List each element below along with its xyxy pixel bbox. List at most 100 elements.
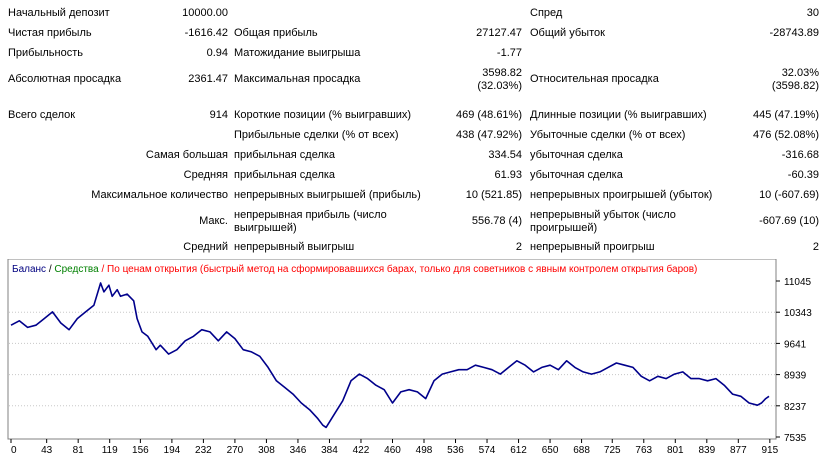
long-positions-label: Длинные позиции (% выигравших) — [530, 109, 707, 121]
x-tick-label: 43 — [41, 445, 53, 456]
x-tick-label: 801 — [667, 445, 684, 456]
gross-profit-label: Общая прибыль — [234, 27, 318, 39]
x-tick-label: 422 — [353, 445, 370, 456]
balance-line — [10, 282, 770, 429]
average-profit-label: прибыльная сделка — [234, 169, 336, 181]
y-tick-label: 10343 — [784, 308, 812, 319]
gross-loss-value: -28743.89 — [769, 27, 819, 39]
relative-drawdown-value: (3598.82) — [771, 80, 819, 92]
relative-drawdown-label: Относительная просадка — [530, 73, 659, 85]
maximal-drawdown-value: 3598.82 — [482, 67, 522, 79]
x-tick-label: 839 — [698, 445, 715, 456]
gross-profit-value: 27127.47 — [476, 27, 522, 39]
x-tick-label: 460 — [384, 445, 401, 456]
y-axis-ticks: 11045 10343 9641 8939 8237 7535 — [776, 277, 812, 444]
relative-drawdown-percent: 32.03% — [781, 67, 819, 79]
max-consecutive-losses-label: непрерывных проигрышей (убыток) — [530, 189, 713, 201]
largest-profit-value: 334.54 — [488, 149, 522, 161]
average-loss-value: -60.39 — [787, 169, 819, 181]
x-tick-label: 574 — [479, 445, 496, 456]
report-summary: Начальный депозит 10000.00 Спред 30 Чист… — [8, 7, 819, 253]
largest-profit-label: прибыльная сделка — [234, 149, 336, 161]
x-tick-label: 346 — [290, 445, 307, 456]
maximal-loss-value: -607.69 (10) — [759, 215, 819, 227]
maximal-profit-label: непрерывная прибыль (число выигрышей) — [234, 209, 387, 234]
initial-deposit-label: Начальный депозит — [8, 7, 110, 19]
x-tick-label: 612 — [510, 445, 527, 456]
profit-factor-value: 0.94 — [206, 47, 228, 59]
x-tick-label: 536 — [447, 445, 464, 456]
x-tick-label: 384 — [321, 445, 338, 456]
total-trades-value: 914 — [209, 109, 228, 121]
balance-chart-svg: 11045 10343 9641 8939 8237 7535 0 43 81 119 156 19… — [7, 259, 812, 456]
x-tick-label: 877 — [730, 445, 747, 456]
average-profit-value: 61.93 — [494, 169, 522, 181]
max-consecutive-wins-label: непрерывных выигрышей (прибыль) — [234, 189, 421, 201]
x-tick-label: 194 — [164, 445, 181, 456]
maximal-label: Макс. — [199, 215, 228, 227]
max-consecutive-wins-value: 10 (521.85) — [465, 189, 522, 201]
long-positions-value: 445 (47.19%) — [752, 109, 819, 121]
net-profit-label: Чистая прибыль — [8, 27, 92, 39]
profit-trades-label: Прибыльные сделки (% от всех) — [234, 129, 399, 141]
profit-factor-label: Прибыльность — [8, 47, 83, 59]
absolute-drawdown-value: 2361.47 — [188, 73, 228, 85]
maximal-drawdown-percent: (32.03%) — [477, 80, 522, 92]
x-tick-label: 498 — [416, 445, 433, 456]
largest-label: Самая большая — [145, 149, 228, 161]
legend-note: / По ценам открытия (быстрый метод на сф… — [99, 263, 698, 275]
largest-loss-value: -316.68 — [781, 149, 819, 161]
plot-frame — [7, 259, 777, 440]
legend-balance: Баланс — [12, 264, 46, 275]
y-tick-label: 8939 — [784, 371, 807, 382]
short-positions-value: 469 (48.61%) — [455, 109, 522, 121]
expected-payoff-value: -1.77 — [496, 47, 522, 59]
net-profit-value: -1616.42 — [184, 27, 228, 39]
absolute-drawdown-label: Абсолютная просадка — [8, 73, 122, 85]
maximal-profit-value: 556.78 (4) — [471, 215, 522, 227]
chart-legend: Баланс / Средства / По ценам открытия (б… — [12, 263, 697, 275]
legend-separator: / — [46, 264, 54, 275]
spread-label: Спред — [530, 7, 563, 19]
avg-consecutive-losses-label: непрерывный проигрыш — [530, 241, 655, 253]
x-axis-ticks: 0 43 81 119 156 194 232 270 308 346 384 422 460 498 53… — [10, 439, 779, 456]
loss-trades-value: 476 (52.08%) — [752, 129, 819, 141]
x-tick-label: 232 — [195, 445, 212, 456]
x-tick-label: 81 — [73, 445, 85, 456]
chart-series — [10, 282, 770, 429]
max-consecutive-losses-value: 10 (-607.69) — [759, 189, 819, 201]
balance-chart: 11045 10343 9641 8939 8237 7535 0 43 81 119 156 19… — [4, 259, 834, 460]
y-tick-label: 7535 — [784, 433, 807, 444]
legend-equity: Средства — [54, 264, 99, 275]
x-tick-label: 270 — [227, 445, 244, 456]
avg-consecutive-losses-value: 2 — [812, 241, 819, 253]
total-trades-label: Всего сделок — [8, 109, 76, 121]
avg-consecutive-wins-value: 2 — [515, 241, 522, 253]
x-tick-label: 688 — [573, 445, 590, 456]
avg-consecutive-wins-label: непрерывный выигрыш — [234, 241, 355, 253]
x-tick-label: 119 — [102, 445, 118, 456]
profit-trades-value: 438 (47.92%) — [455, 129, 522, 141]
avg-consecutive-label: Средний — [183, 241, 228, 253]
gross-loss-label: Общий убыток — [530, 27, 605, 39]
y-tick-label: 8237 — [784, 402, 807, 413]
spread-value: 30 — [806, 7, 819, 19]
expected-payoff-label: Матожидание выигрыша — [234, 47, 361, 59]
maximal-loss-label: непрерывный убыток (число проигрышей) — [530, 209, 676, 234]
x-tick-label: 763 — [635, 445, 652, 456]
maximal-drawdown-label: Максимальная просадка — [234, 73, 361, 85]
x-tick-label: 650 — [542, 445, 559, 456]
loss-trades-label: Убыточные сделки (% от всех) — [530, 129, 686, 141]
short-positions-label: Короткие позиции (% выигравших) — [234, 109, 412, 121]
average-loss-label: убыточная сделка — [530, 169, 623, 181]
x-tick-label: 0 — [11, 445, 17, 456]
y-tick-label: 11045 — [784, 277, 812, 288]
y-tick-label: 9641 — [784, 339, 807, 350]
x-tick-label: 915 — [761, 445, 778, 456]
average-label: Средняя — [183, 169, 228, 181]
initial-deposit-value: 10000.00 — [182, 7, 228, 19]
x-tick-label: 308 — [258, 445, 275, 456]
largest-loss-label: убыточная сделка — [530, 149, 623, 161]
max-consecutive-label: Максимальное количество — [91, 189, 228, 201]
x-tick-label: 725 — [604, 445, 621, 456]
